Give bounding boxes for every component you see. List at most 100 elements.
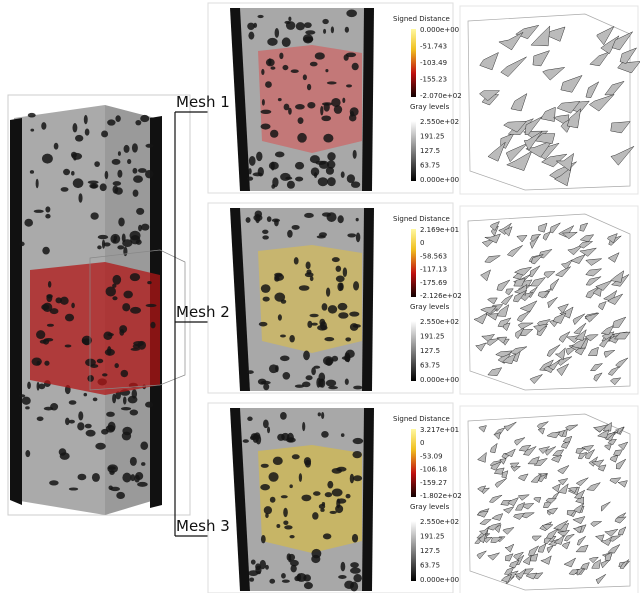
pore: [321, 303, 328, 311]
pore: [316, 235, 326, 239]
mesh-element: [585, 448, 596, 460]
pore: [101, 130, 109, 138]
mesh-element: [479, 90, 501, 102]
pore: [281, 579, 290, 583]
pore: [324, 492, 333, 498]
colorbar-tick: -103.49: [420, 59, 447, 67]
mesh-element: [617, 426, 625, 435]
pore: [266, 216, 272, 222]
pore: [355, 232, 361, 243]
pore: [318, 378, 324, 388]
mesh-element: [530, 25, 551, 47]
pore: [290, 559, 299, 567]
pore: [352, 450, 362, 459]
pore: [335, 275, 345, 283]
pore: [245, 217, 251, 223]
mesh-element: [549, 278, 560, 292]
pore: [68, 400, 77, 405]
mesh-element: [610, 146, 635, 166]
pore: [352, 324, 361, 328]
pore: [27, 112, 36, 118]
mesh-element: [529, 373, 544, 385]
mesh-element: [596, 25, 615, 46]
pore: [304, 272, 314, 278]
pore: [312, 491, 321, 496]
pore: [349, 473, 355, 484]
pore: [114, 363, 119, 369]
pore: [277, 433, 285, 441]
mesh-element: [585, 268, 603, 277]
pore: [110, 233, 121, 244]
mesh-element: [560, 441, 571, 449]
pore: [323, 133, 334, 143]
pore: [36, 330, 46, 340]
pore: [274, 28, 280, 38]
colorbar-tick: -51.743: [420, 43, 447, 51]
pore: [248, 155, 256, 166]
pore: [260, 534, 266, 544]
mesh-element: [515, 326, 525, 340]
pore: [130, 474, 136, 482]
pore: [120, 369, 129, 378]
mesh-element: [584, 334, 599, 342]
labels: Mesh 1 Signed Distance 0.000e+00 -51.743 -10…: [176, 15, 462, 584]
pore: [83, 392, 88, 397]
pore: [268, 161, 279, 170]
mesh-element: [540, 555, 552, 565]
pore: [122, 303, 131, 312]
mesh-element: [532, 535, 543, 542]
colorbar: [411, 121, 416, 181]
mesh-element: [566, 510, 576, 516]
colorbar-tick: 63.75: [420, 162, 440, 170]
pore: [303, 574, 312, 582]
pore: [346, 174, 356, 184]
mesh-element: [551, 454, 563, 463]
mesh-element: [541, 153, 568, 168]
mesh-element: [502, 506, 515, 514]
pore: [257, 166, 264, 177]
pore: [77, 473, 87, 481]
pore: [293, 257, 299, 265]
mesh-element: [537, 290, 550, 299]
mesh-element: [517, 494, 531, 501]
mesh-element: [533, 323, 549, 333]
pore: [286, 432, 294, 443]
mesh-element: [504, 543, 515, 553]
mesh-element: [487, 552, 501, 561]
pore: [298, 473, 303, 482]
mesh-element: [487, 141, 506, 162]
mesh-element: [524, 116, 543, 136]
mesh-element: [516, 310, 531, 323]
mesh-element: [574, 328, 587, 341]
pore: [21, 396, 31, 405]
colorbar: [411, 29, 416, 97]
mesh-element: [484, 233, 501, 244]
colorbar-tick: 0.000e+00: [420, 176, 459, 184]
mesh-element: [513, 551, 525, 561]
mesh-element: [575, 544, 589, 553]
mesh-element: [608, 235, 622, 246]
colorbar-tick: 0: [420, 239, 424, 247]
pore: [327, 177, 336, 187]
pore: [85, 429, 96, 437]
pore: [250, 559, 256, 565]
mesh-element: [600, 501, 611, 512]
mesh-element: [506, 245, 523, 257]
mesh-element: [503, 120, 527, 133]
pore: [349, 107, 359, 117]
mesh-element: [557, 478, 569, 486]
pore: [353, 475, 363, 482]
pore: [267, 37, 278, 46]
mesh-element: [609, 535, 622, 542]
mesh-element: [586, 482, 602, 491]
mesh-element: [564, 533, 576, 542]
pore: [307, 320, 313, 329]
mesh-element: [619, 559, 630, 569]
mesh-element: [537, 543, 547, 553]
pore: [304, 22, 312, 29]
pore: [35, 178, 39, 189]
pore: [276, 524, 281, 529]
mesh-element: [479, 51, 499, 71]
mesh-element: [496, 279, 511, 291]
pore: [267, 426, 271, 434]
